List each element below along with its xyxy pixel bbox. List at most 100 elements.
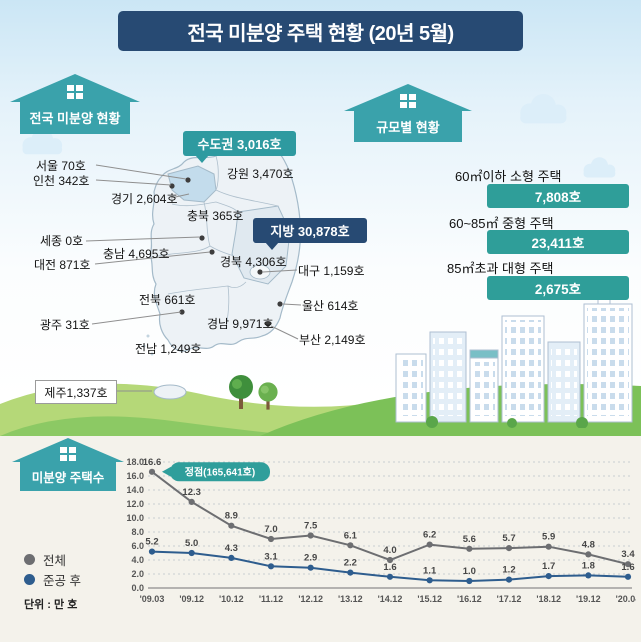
region-label-gyeonggi: 경기 2,604호 xyxy=(111,192,178,206)
tree-icon xyxy=(229,375,253,409)
data-point-label: 1.2 xyxy=(502,565,515,576)
annotation-text: 정점(165,641호) xyxy=(185,465,255,478)
data-point-label: 1.6 xyxy=(621,562,634,573)
daegu-city-dot xyxy=(257,269,263,275)
region-label-gwangju: 광주 31호 xyxy=(40,318,90,332)
data-point xyxy=(426,577,433,584)
provincial-region-value: 지방 30,878호 xyxy=(270,224,350,239)
data-point xyxy=(505,576,513,583)
y-tick-label: 0.0 xyxy=(131,583,144,593)
x-tick-label: '12.12 xyxy=(298,594,323,604)
data-point xyxy=(228,522,235,529)
data-point-label: 1.8 xyxy=(582,560,595,571)
unsold-housing-trend-chart: 0.0 2.0 4.0 6.0 8.0 10.0 12.0 14.0 16.0 18.0 '09.0… xyxy=(126,457,636,604)
data-point xyxy=(267,535,275,543)
x-tick-label: '15.12 xyxy=(417,594,442,604)
legend-label-completed: 준공 후 xyxy=(43,573,81,588)
y-tick-label: 4.0 xyxy=(131,555,144,565)
house-roof-shape xyxy=(12,438,124,462)
region-label-gangwon: 강원 3,470호 xyxy=(227,167,294,181)
region-label-chungnam: 충남 4,695호 xyxy=(103,247,170,261)
data-point-label: 6.1 xyxy=(344,530,358,541)
x-tick-label: '09.12 xyxy=(179,594,204,604)
region-label-jeju: 제주1,337호 xyxy=(35,380,117,404)
data-point-label: 2.9 xyxy=(304,553,317,564)
region-label-ulsan: 울산 614호 xyxy=(302,299,359,313)
data-point-label: 4.8 xyxy=(582,539,595,550)
data-point-label: 4.3 xyxy=(225,543,238,554)
window-icon xyxy=(60,447,76,461)
data-point-label: 4.0 xyxy=(383,545,396,556)
data-point xyxy=(585,572,592,579)
region-label-sejong: 세종 0호 xyxy=(40,234,84,248)
scale-item-small-label: 60㎡이하 소형 주택 xyxy=(455,169,562,184)
gwangju-city-dot xyxy=(179,309,185,315)
data-point xyxy=(505,545,513,552)
data-point xyxy=(148,548,156,555)
seoul-city-dot xyxy=(185,177,191,183)
data-point xyxy=(466,545,473,552)
page-title: 전국 미분양 주택 현황 (20년 5월) xyxy=(187,22,454,45)
scale-item-large-value: 2,675호 xyxy=(487,276,629,300)
legend-item-completed: 준공 후 xyxy=(24,569,81,589)
busan-city-dot xyxy=(265,321,271,327)
house-roof-shape xyxy=(344,84,472,111)
x-tick-label: '20.04 xyxy=(616,594,636,604)
data-point xyxy=(188,549,195,557)
data-point-label: 2.2 xyxy=(344,558,357,569)
data-point-label: 1.6 xyxy=(383,562,396,573)
data-point xyxy=(426,541,433,548)
data-point-label: 1.1 xyxy=(423,565,437,576)
data-point-label: 7.0 xyxy=(264,524,277,535)
data-point-label: 5.6 xyxy=(463,534,476,545)
x-tick-label: '17.12 xyxy=(497,594,522,604)
trees-decoration xyxy=(229,375,278,410)
data-point xyxy=(585,551,592,558)
data-point-label: 5.0 xyxy=(185,538,198,549)
page-title-banner: 전국 미분양 주택 현황 (20년 5월) xyxy=(118,11,523,51)
data-point-label: 12.3 xyxy=(182,487,201,498)
total-series-dot-icon xyxy=(24,553,35,565)
y-tick-label: 6.0 xyxy=(131,541,144,551)
house-roof-shape xyxy=(10,74,140,102)
window-icon xyxy=(400,94,416,108)
capital-region-value: 수도권 3,016호 xyxy=(197,137,282,152)
data-point-label: 6.2 xyxy=(423,530,436,541)
y-tick-label: 2.0 xyxy=(131,569,144,579)
y-tick-label: 8.0 xyxy=(131,527,144,537)
data-point xyxy=(228,554,235,561)
data-point xyxy=(624,573,632,580)
capital-region-badge: 수도권 3,016호 xyxy=(183,131,296,163)
data-point-label: 1.7 xyxy=(542,561,555,572)
scale-item-medium-value: 23,411호 xyxy=(487,230,629,254)
map-section-title: 전국 미분양 현황 xyxy=(20,101,130,134)
data-point xyxy=(188,498,195,505)
window-icon xyxy=(67,85,83,99)
legend-label-total: 전체 xyxy=(43,553,67,568)
data-point xyxy=(545,543,552,550)
data-point xyxy=(267,563,275,570)
annotation-pointer xyxy=(162,466,171,477)
data-point xyxy=(386,573,394,580)
data-point xyxy=(386,556,394,564)
completed-series-dot-icon xyxy=(24,573,35,585)
y-tick-label: 10.0 xyxy=(126,513,144,523)
sejong-city-dot xyxy=(199,235,205,241)
data-point-label: 8.9 xyxy=(225,511,238,522)
data-point xyxy=(148,468,156,475)
jeju-value: 제주1,337호 xyxy=(44,385,108,400)
data-point-label: 5.7 xyxy=(502,533,515,544)
provincial-region-badge: 지방 30,878호 xyxy=(253,218,367,250)
ulsan-city-dot xyxy=(277,301,283,307)
scale-item-medium-label: 60~85㎡ 중형 주택 xyxy=(449,216,554,231)
cloud-icon xyxy=(520,93,567,124)
region-label-daejeon: 대전 871호 xyxy=(34,258,91,272)
medium-housing-count: 23,411호 xyxy=(531,236,585,251)
chart-section-title: 미분양 주택수 xyxy=(20,461,116,491)
data-point-label: 16.6 xyxy=(143,457,162,468)
region-label-jeonnam: 전남 1,249호 xyxy=(135,342,202,356)
x-tick-label: '11.12 xyxy=(259,594,283,604)
tree-icon xyxy=(258,382,278,410)
region-label-chungbuk: 충북 365호 xyxy=(187,209,244,223)
annotation-badge xyxy=(170,462,270,482)
